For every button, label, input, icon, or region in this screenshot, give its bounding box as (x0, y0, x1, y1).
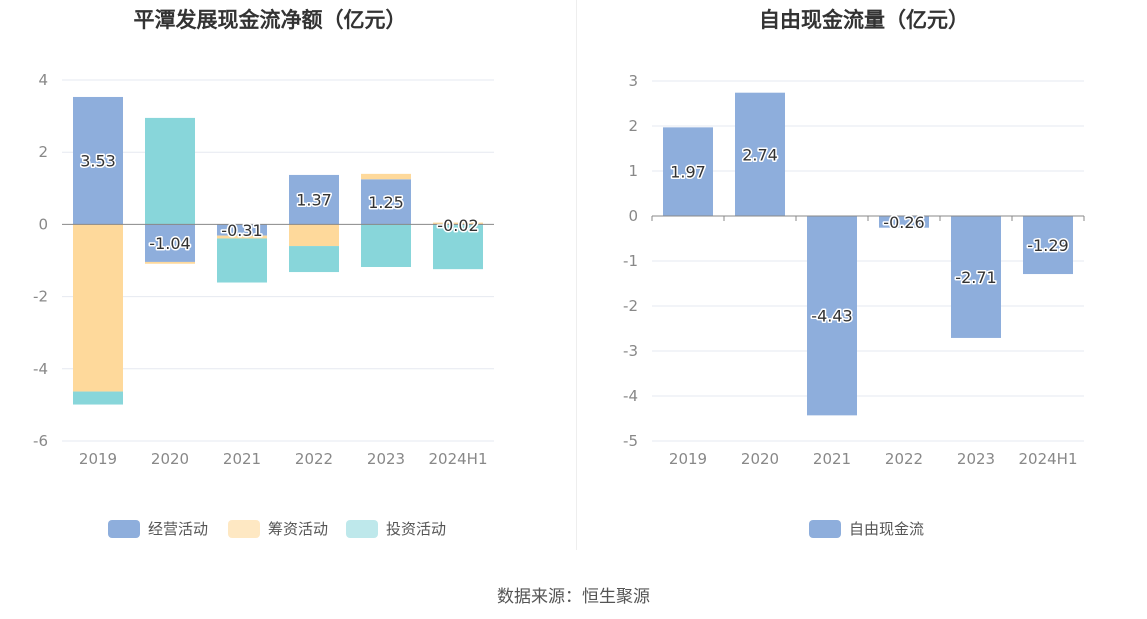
x-tick-label: 2022 (295, 450, 333, 468)
y-tick-label: -4 (33, 360, 48, 378)
free-cash-flow-chart: 自由现金流量（亿元） 3 2 1 0 -1 -2 -3 -4 -5 2019 2020 2021 2022… (577, 0, 1147, 560)
y-tick-label: -4 (623, 387, 638, 405)
bar-segment (289, 174, 339, 225)
legend-swatch (346, 520, 378, 538)
data-label: -4.43 (811, 307, 852, 326)
y-tick-label: 2 (38, 143, 48, 161)
free-cash-flow-chart-svg: 自由现金流量（亿元） 3 2 1 0 -1 -2 -3 -4 -5 2019 2020 2021 2022… (623, 8, 1085, 538)
bar-segment (807, 216, 857, 416)
y-tick-label: 2 (628, 117, 638, 135)
bar-segment (951, 216, 1001, 338)
cash-flow-net-chart: 平潭发展现金流净额（亿元） 4 2 0 -2 -4 -6 2019 2020 2021 2022 20… (0, 0, 576, 560)
data-label: -0.31 (221, 221, 262, 240)
x-tick-label: 2022 (885, 450, 923, 468)
bar-segment (73, 224, 123, 392)
x-tick-label: 2024H1 (1019, 450, 1078, 468)
y-tick-label: 4 (38, 71, 48, 89)
bar-segment (217, 235, 267, 239)
bar-segment (433, 222, 483, 225)
legend-swatch (809, 520, 841, 538)
bar-segment (289, 224, 339, 247)
y-tick-label: 0 (628, 207, 638, 225)
bar-segment (73, 391, 123, 405)
data-label: 2.74 (742, 145, 778, 164)
bar-segment (217, 224, 267, 236)
bar-segment (433, 225, 483, 270)
cash-flow-net-chart-svg: 平潭发展现金流净额（亿元） 4 2 0 -2 -4 -6 2019 2020 2021 2022 20… (33, 8, 494, 538)
x-tick-label: 2021 (813, 450, 851, 468)
x-tick-label: 2024H1 (429, 450, 488, 468)
bar-segment (361, 173, 411, 180)
legend-swatch (108, 520, 140, 538)
data-label: -1.04 (149, 234, 190, 253)
y-tick-label: -3 (623, 342, 638, 360)
data-label: 1.97 (670, 163, 706, 182)
bar-segment (289, 246, 339, 273)
legend-label: 自由现金流 (849, 520, 924, 538)
data-label: -1.29 (1027, 236, 1068, 255)
x-tick-label: 2020 (741, 450, 779, 468)
data-source-note: 数据来源：恒生聚源 (497, 587, 650, 607)
x-tick-label: 2019 (79, 450, 117, 468)
bar-segment (361, 179, 411, 225)
y-tick-label: -5 (623, 432, 638, 450)
y-tick-label: -2 (33, 288, 48, 306)
data-label: -0.26 (883, 213, 924, 232)
bar-segment (1023, 216, 1073, 275)
y-tick-label: -6 (33, 432, 48, 450)
y-tick-label: -1 (623, 252, 638, 270)
bar-segment (145, 261, 195, 264)
data-label: 1.25 (368, 193, 404, 212)
y-tick-label: 1 (628, 162, 638, 180)
x-tick-label: 2021 (223, 450, 261, 468)
bar-segment (73, 96, 123, 225)
bar-segment (217, 238, 267, 283)
data-label: -2.71 (955, 268, 996, 287)
bar-segment (145, 117, 195, 225)
legend-label: 投资活动 (386, 520, 446, 538)
x-tick-label: 2019 (669, 450, 707, 468)
x-tick-label: 2023 (957, 450, 995, 468)
y-tick-label: -2 (623, 297, 638, 315)
bar-segment (879, 216, 929, 228)
x-tick-label: 2020 (151, 450, 189, 468)
legend-label: 筹资活动 (268, 520, 328, 538)
legend-swatch (228, 520, 260, 538)
bar-segment (145, 224, 195, 262)
data-label: 3.53 (80, 152, 116, 171)
legend-label: 经营活动 (148, 520, 208, 538)
y-tick-label: 0 (38, 215, 48, 233)
bar-segment (361, 224, 411, 267)
bar-segment (735, 92, 785, 216)
chart-title: 自由现金流量（亿元） (759, 8, 969, 32)
panel-divider (576, 0, 577, 550)
bar-segment (663, 127, 713, 216)
y-tick-label: 3 (628, 72, 638, 90)
chart-title: 平潭发展现金流净额（亿元） (134, 8, 407, 32)
data-label: 1.37 (296, 191, 332, 210)
data-label: -0.02 (437, 216, 478, 235)
x-tick-label: 2023 (367, 450, 405, 468)
